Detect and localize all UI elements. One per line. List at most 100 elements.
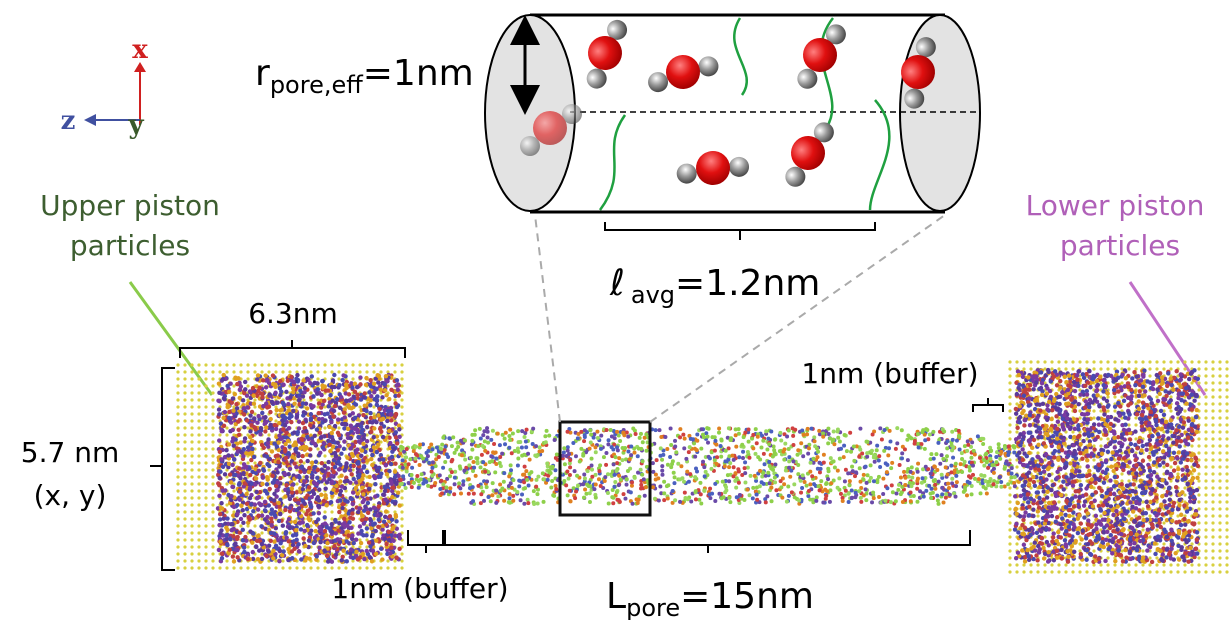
wall-atom — [225, 559, 228, 562]
wall-atom — [1225, 479, 1228, 482]
piston-atom — [312, 541, 316, 545]
piston-atom — [384, 463, 388, 467]
piston-atom — [367, 390, 371, 394]
wall-atom — [1106, 437, 1109, 440]
wall-atom — [183, 454, 186, 457]
wall-atom — [1092, 360, 1095, 363]
piston-atom — [389, 482, 393, 486]
piston-atom — [397, 393, 401, 397]
wall-atom — [1204, 514, 1207, 517]
wall-atom — [1022, 360, 1025, 363]
piston-atom — [249, 481, 253, 485]
piston-atom — [322, 499, 326, 503]
wall-atom — [183, 468, 186, 471]
piston-atom — [241, 538, 245, 542]
wall-atom — [1218, 395, 1221, 398]
wall-atom — [1134, 360, 1137, 363]
wall-atom — [1148, 535, 1151, 538]
wall-atom — [1127, 479, 1130, 482]
wall-atom — [1218, 409, 1221, 412]
piston-atom — [217, 391, 221, 395]
piston-atom — [277, 464, 281, 468]
piston-atom — [331, 414, 335, 418]
piston-atom — [1162, 413, 1166, 417]
piston-atom — [264, 489, 268, 493]
wall-atom — [1218, 381, 1221, 384]
wall-atom — [190, 468, 193, 471]
wall-atom — [1197, 360, 1200, 363]
wall-atom — [295, 363, 298, 366]
wall-atom — [330, 517, 333, 520]
piston-atom — [336, 417, 340, 421]
piston-atom — [242, 406, 246, 410]
wall-atom — [176, 419, 179, 422]
wall-atom — [274, 370, 277, 373]
wall-atom — [1085, 570, 1088, 573]
wall-atom — [1218, 549, 1221, 552]
piston-atom — [341, 548, 345, 552]
piston-atom — [261, 467, 265, 471]
piston-atom — [243, 387, 247, 391]
wall-atom — [204, 482, 207, 485]
wall-atom — [211, 524, 214, 527]
piston-atom — [248, 486, 252, 490]
piston-atom — [326, 559, 330, 563]
piston-atom — [225, 543, 229, 547]
piston-atom — [242, 462, 246, 466]
wall-atom — [1064, 563, 1067, 566]
wall-atom — [1106, 409, 1109, 412]
wall-atom — [1029, 563, 1032, 566]
piston-atom — [227, 410, 231, 414]
piston-atom — [272, 539, 276, 543]
wall-atom — [204, 489, 207, 492]
piston-atom — [368, 420, 372, 424]
piston-atom — [223, 522, 227, 526]
piston-atom — [333, 465, 337, 469]
wall-atom — [1218, 521, 1221, 524]
wall-atom — [1204, 444, 1207, 447]
wall-atom — [1169, 563, 1172, 566]
piston-atom — [270, 400, 274, 404]
wall-atom — [190, 517, 193, 520]
piston-atom — [349, 423, 353, 427]
piston-atom — [264, 425, 268, 429]
piston-atom — [219, 501, 223, 505]
piston-atom — [394, 519, 398, 523]
wall-atom — [1008, 493, 1011, 496]
piston-atom — [361, 492, 365, 496]
piston-atom — [374, 539, 378, 543]
wall-atom — [211, 468, 214, 471]
wall-atom — [1225, 535, 1228, 538]
wall-atom — [204, 566, 207, 569]
piston-atom — [232, 527, 236, 531]
piston-atom — [1195, 430, 1199, 434]
piston-atom — [263, 500, 267, 504]
piston-atom — [302, 529, 306, 533]
piston-atom — [257, 469, 261, 473]
wall-atom — [211, 405, 214, 408]
piston-atom — [345, 559, 349, 563]
wall-atom — [1225, 493, 1228, 496]
wall-atom — [197, 496, 200, 499]
piston-atom — [277, 433, 281, 437]
wall-atom — [183, 517, 186, 520]
wall-atom — [1204, 535, 1207, 538]
wall-atom — [197, 454, 200, 457]
piston-atom — [351, 490, 355, 494]
piston-atom — [1187, 377, 1191, 381]
piston-atom — [350, 511, 354, 515]
piston-atom — [340, 378, 344, 382]
piston-atom — [322, 441, 326, 445]
piston-atom — [232, 457, 236, 461]
piston-atom — [1079, 521, 1083, 525]
wall-atom — [239, 370, 242, 373]
piston-atom — [372, 435, 376, 439]
wall-atom — [1211, 472, 1214, 475]
wall-atom — [1106, 360, 1109, 363]
wall-atom — [197, 419, 200, 422]
wall-atom — [1225, 381, 1228, 384]
piston-atom — [361, 413, 365, 417]
piston-atom — [248, 529, 252, 533]
piston-atom — [316, 387, 320, 391]
piston-atom — [340, 484, 344, 488]
